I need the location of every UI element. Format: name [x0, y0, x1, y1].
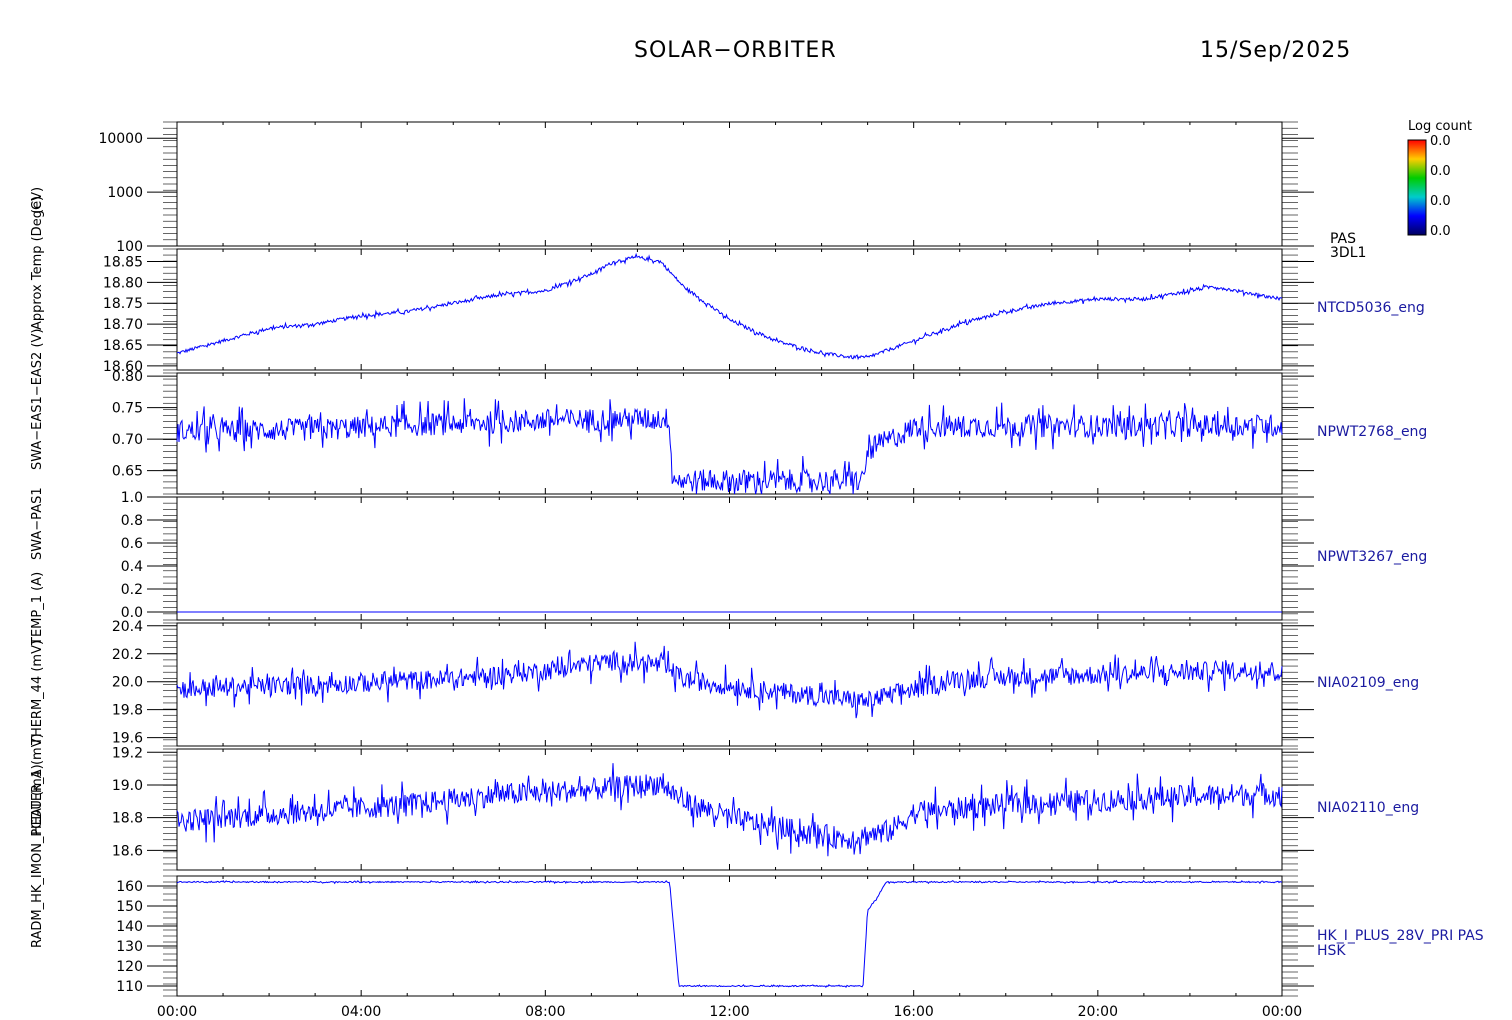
y-tick-label: 18.80: [103, 275, 143, 291]
panel-frame: [176, 121, 1283, 247]
y-tick-label: 18.6: [112, 843, 143, 859]
series-line: [176, 398, 1283, 495]
colorbar-tick-2: 0.0: [1430, 164, 1451, 179]
y-tick-label: 0.75: [112, 401, 143, 417]
x-tick-label: 04:00: [341, 1004, 381, 1020]
colorbar-tick-1: 0.0: [1430, 134, 1451, 149]
panel-frame: [176, 248, 1283, 371]
y-tick-label: 150: [116, 899, 143, 915]
y-tick-label: 0.0: [121, 605, 143, 621]
y-tick-label: 20.0: [112, 675, 143, 691]
y-tick-label: 0.4: [121, 559, 143, 575]
y-tick-label: 20.4: [112, 619, 143, 635]
y-tick-label: 1000: [107, 185, 143, 201]
series-label: 3DL1: [1330, 245, 1366, 261]
y-tick-label: 0.8: [121, 513, 143, 529]
y-tick-label: 19.2: [112, 745, 143, 761]
series-label: NIA02110_eng: [1317, 800, 1419, 816]
y-tick-label: 18.65: [103, 338, 143, 354]
colorbar-title: Log count: [1408, 119, 1473, 134]
panel-7: 110 120 130 140 150 160 HK_I_PLUS_28V_PRI PASH…: [116, 875, 1484, 1020]
panel-4: 0.0 0.2 0.4 0.6 0.8 1.0 NPWT3267_eng: [121, 490, 1428, 621]
y-tick-label: 100: [116, 239, 143, 255]
series-label: NIA02109_eng: [1317, 675, 1419, 691]
panel-2: 18.60 18.65 18.70 18.75 18.80 18.85 NTCD5036_e…: [103, 248, 1425, 375]
panel-frame: [176, 875, 1283, 997]
plot-date: 15/Sep/2025: [1200, 38, 1352, 63]
series-label: PAS: [1330, 231, 1356, 247]
panel-6: 18.6 18.8 19.0 19.2 NIA02110_eng: [112, 745, 1419, 871]
y-tick-label: 0.6: [121, 536, 143, 552]
x-tick-label: 12:00: [709, 1004, 749, 1020]
y-tick-label: 110: [116, 979, 143, 995]
series-line: [176, 879, 1282, 989]
y-tick-label: 0.65: [112, 464, 143, 480]
colorbar-tick-3: 0.0: [1430, 194, 1451, 209]
y-tick-label: 140: [116, 919, 143, 935]
y-tick-label: 18.8: [112, 811, 143, 827]
x-tick-label: 00:00: [157, 1004, 197, 1020]
y-tick-label: 1.0: [121, 490, 143, 506]
y-tick-label: 18.70: [103, 317, 143, 333]
series-label: NPWT2768_eng: [1317, 424, 1427, 440]
y-tick-label: 20.2: [112, 647, 143, 663]
panel-frame: [176, 622, 1283, 747]
y-tick-label: 160: [116, 879, 143, 895]
y-tick-label: 120: [116, 959, 143, 975]
series-label: HK_I_PLUS_28V_PRI PAS: [1317, 928, 1484, 944]
x-tick-label: 08:00: [525, 1004, 565, 1020]
series-label: NTCD5036_eng: [1317, 300, 1425, 316]
x-tick-label: 20:00: [1078, 1004, 1118, 1020]
y-tick-label: 0.2: [121, 582, 143, 598]
mission-title: SOLAR−ORBITER: [634, 38, 837, 63]
series-line: [176, 252, 1283, 361]
colorbar: [1407, 139, 1427, 236]
panel-5: 19.6 19.8 20.0 20.2 20.4 NIA02109_eng: [112, 619, 1419, 747]
x-tick-label: 16:00: [893, 1004, 933, 1020]
series-line: [176, 763, 1283, 857]
colorbar-tick-4: 0.0: [1430, 224, 1451, 239]
panel-frame: [176, 748, 1283, 871]
panel-frame: [176, 496, 1283, 621]
panel-3: 0.65 0.70 0.75 0.80 NPWT2768_eng: [112, 369, 1427, 495]
y-tick-label: 19.0: [112, 778, 143, 794]
y-tick-label: 19.6: [112, 731, 143, 747]
y-tick-label: 18.75: [103, 296, 143, 312]
y-tick-label: 10000: [98, 131, 143, 147]
y-tick-label: 19.8: [112, 703, 143, 719]
series-line: [176, 641, 1283, 719]
y-tick-label: 18.60: [103, 359, 143, 375]
x-tick-label: 00:00: [1262, 1004, 1302, 1020]
series-label: HSK: [1317, 943, 1346, 959]
y-tick-label: 130: [116, 939, 143, 955]
y-tick-label: 0.70: [112, 432, 143, 448]
series-label: NPWT3267_eng: [1317, 549, 1427, 565]
y-tick-label: 18.85: [103, 255, 143, 271]
y-tick-label: 0.80: [112, 369, 143, 385]
